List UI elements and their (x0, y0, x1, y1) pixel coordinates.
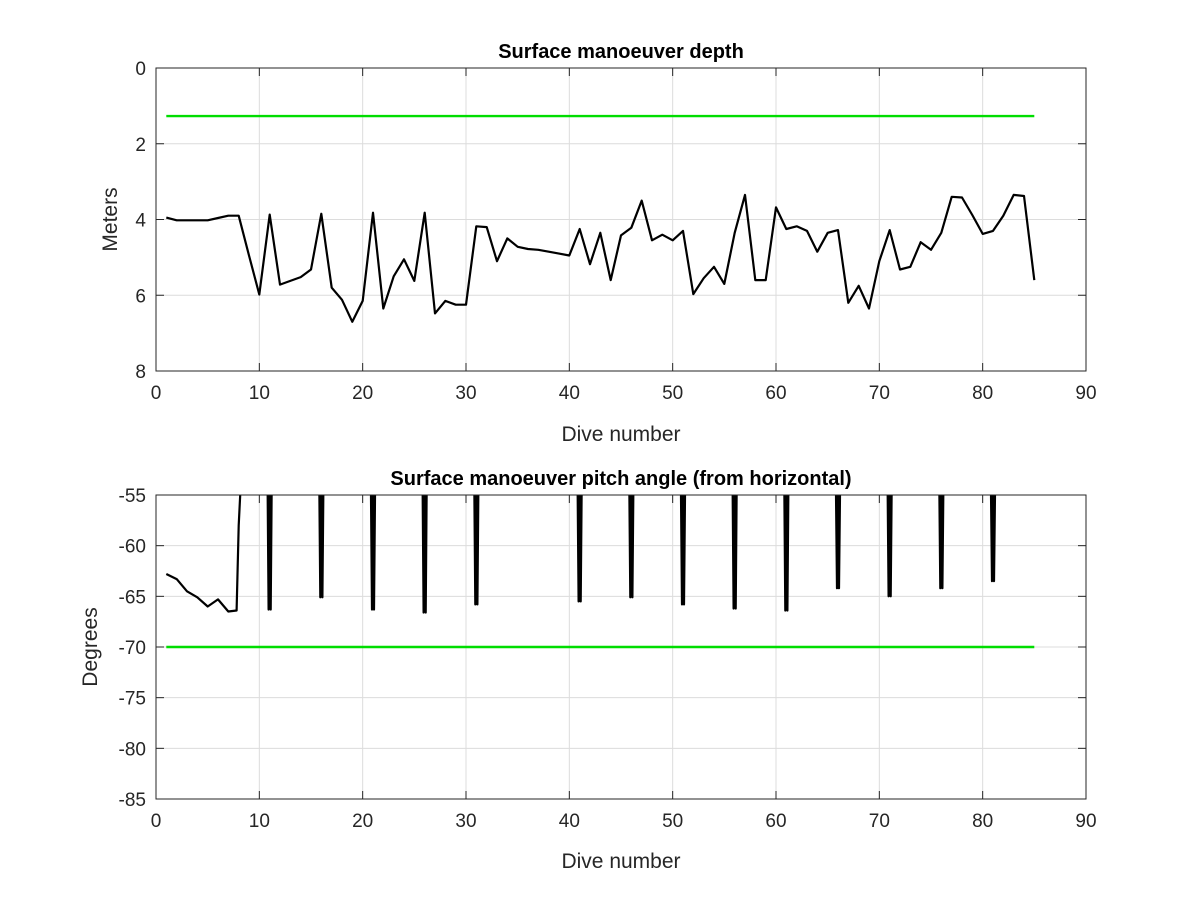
pitch-plot-ylabel: Degrees (79, 607, 102, 686)
x-tick-label: 10 (249, 383, 270, 404)
depth-plot-series (166, 114, 1036, 323)
x-tick-label: 30 (455, 383, 476, 404)
y-tick-label: 8 (135, 362, 146, 383)
pitch-plot-xlabel: Dive number (561, 850, 680, 873)
pitch-plot-title: Surface manoeuver pitch angle (from hori… (390, 468, 851, 490)
data-series-line (165, 495, 997, 614)
y-tick-label: -85 (119, 790, 146, 811)
x-tick-label: 0 (151, 811, 162, 832)
y-tick-label: 6 (135, 286, 146, 307)
y-tick-label: -80 (119, 739, 146, 760)
y-tick-label: 2 (135, 135, 146, 156)
x-tick-label: 80 (972, 811, 993, 832)
x-tick-label: 50 (662, 383, 683, 404)
x-tick-label: 70 (869, 383, 890, 404)
x-tick-label: 80 (972, 383, 993, 404)
depth-plot-ticks: 0 10 20 30 40 50 60 70 80 90 0 2 4 6 8 (135, 59, 1096, 404)
x-tick-label: 60 (765, 383, 786, 404)
x-tick-label: 30 (455, 811, 476, 832)
y-tick-label: -70 (119, 638, 146, 659)
depth-plot-ylabel: Meters (99, 187, 122, 251)
x-tick-label: 90 (1075, 383, 1096, 404)
x-tick-label: 20 (352, 383, 373, 404)
y-tick-label: -65 (119, 587, 146, 608)
x-tick-label: 20 (352, 811, 373, 832)
x-tick-label: 40 (559, 383, 580, 404)
x-tick-label: 50 (662, 811, 683, 832)
depth-plot-xlabel: Dive number (561, 423, 680, 446)
depth-plot: 0 10 20 30 40 50 60 70 80 90 0 2 4 6 8 Surface manoeuv… (99, 41, 1097, 446)
pitch-plot: 0 10 20 30 40 50 60 70 80 90 -55 -60 -65 -70 -75 -80 -85… (79, 468, 1097, 873)
x-tick-label: 10 (249, 811, 270, 832)
y-tick-label: 0 (135, 59, 146, 80)
x-tick-label: 0 (151, 383, 162, 404)
data-series-line (166, 193, 1036, 323)
pitch-plot-series (165, 495, 1035, 649)
pitch-plot-ticks: 0 10 20 30 40 50 60 70 80 90 -55 -60 -65 -70 -75 -80 -85 (119, 486, 1097, 832)
y-tick-label: -60 (119, 537, 146, 558)
y-tick-label: -55 (119, 486, 146, 507)
y-tick-label: 4 (135, 211, 146, 232)
x-tick-label: 60 (765, 811, 786, 832)
x-tick-label: 40 (559, 811, 580, 832)
x-tick-label: 90 (1075, 811, 1096, 832)
y-tick-label: -75 (119, 689, 146, 710)
x-tick-label: 70 (869, 811, 890, 832)
depth-plot-title: Surface manoeuver depth (498, 41, 744, 63)
depth-plot-grid (156, 68, 1086, 371)
